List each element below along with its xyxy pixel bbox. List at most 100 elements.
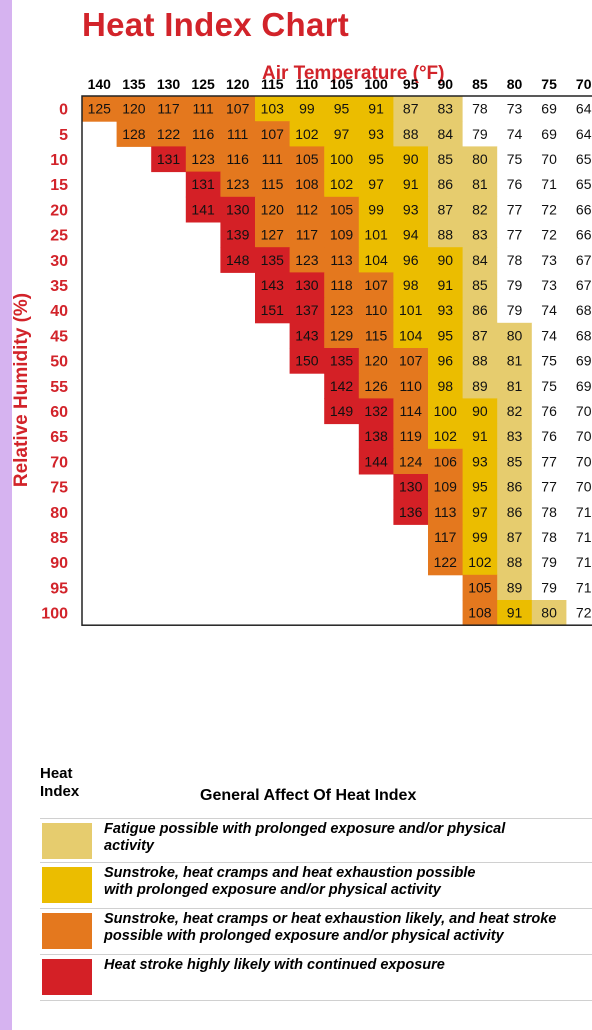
legend-text-line1: Sunstroke, heat cramps or heat exhaustio… xyxy=(104,911,557,927)
heat-cell xyxy=(393,373,429,399)
cell-value-label: 73 xyxy=(507,101,523,117)
heat-cell xyxy=(358,348,394,374)
heat-cell xyxy=(428,348,464,374)
cell-value-label: 87 xyxy=(507,529,523,545)
heat-cell xyxy=(393,348,429,374)
cell-value-label: 83 xyxy=(507,428,523,444)
heat-cell xyxy=(531,247,567,273)
heat-cell xyxy=(462,524,498,551)
legend-text: Sunstroke, heat cramps or heat exhaustio… xyxy=(104,911,592,945)
cell-value-label: 74 xyxy=(507,126,523,142)
heat-cell xyxy=(462,398,498,425)
heat-cell xyxy=(324,322,360,349)
heat-cell xyxy=(289,171,325,198)
x-tick-label: 70 xyxy=(576,76,592,92)
heat-cell xyxy=(462,348,498,374)
y-tick-label: 60 xyxy=(50,404,68,421)
cell-value-label: 90 xyxy=(403,151,419,167)
heat-cell xyxy=(289,146,325,173)
heat-cell xyxy=(393,222,429,248)
cell-value-label: 86 xyxy=(507,504,523,520)
cell-value-label: 130 xyxy=(226,201,250,217)
heat-cell xyxy=(393,146,429,173)
cell-value-label: 82 xyxy=(507,403,523,419)
cell-value-label: 67 xyxy=(576,277,592,293)
heat-cell xyxy=(220,121,256,147)
cell-value-label: 94 xyxy=(403,227,419,243)
cell-value-label: 70 xyxy=(576,453,592,469)
cell-value-label: 72 xyxy=(541,227,557,243)
x-tick-label: 75 xyxy=(541,76,557,92)
heat-cell xyxy=(531,96,567,122)
cell-value-label: 75 xyxy=(507,151,523,167)
x-tick-label: 85 xyxy=(472,76,488,92)
heat-cell xyxy=(358,247,394,273)
cell-value-label: 151 xyxy=(261,302,285,318)
heat-cell xyxy=(358,121,394,147)
heat-cell xyxy=(428,196,464,223)
cell-value-label: 79 xyxy=(541,579,557,595)
cell-value-label: 120 xyxy=(261,201,285,217)
cell-value-label: 91 xyxy=(507,605,523,621)
cell-value-label: 69 xyxy=(541,126,557,142)
cell-value-label: 64 xyxy=(576,101,592,117)
heat-cell xyxy=(462,96,498,122)
legend-heat-index-heading-text: Heat Index xyxy=(40,765,80,800)
cell-value-label: 142 xyxy=(330,378,354,394)
heat-cell xyxy=(566,121,592,147)
y-tick-label: 15 xyxy=(50,177,68,194)
legend-item: Heat stroke highly likely with continued… xyxy=(40,954,592,999)
heat-cell xyxy=(462,222,498,248)
heat-cell xyxy=(324,121,360,147)
cell-value-label: 87 xyxy=(438,201,454,217)
heat-cell xyxy=(497,146,533,173)
heat-cell xyxy=(185,171,221,198)
heat-cell xyxy=(531,222,567,248)
heat-cell xyxy=(428,448,464,475)
heat-cell xyxy=(324,272,360,299)
cell-value-label: 65 xyxy=(576,151,592,167)
cell-value-label: 86 xyxy=(507,479,523,495)
heat-cell xyxy=(428,474,464,500)
x-tick-label: 105 xyxy=(330,76,354,92)
heat-cell xyxy=(531,373,567,399)
heat-cell xyxy=(428,247,464,273)
cell-value-label: 66 xyxy=(576,201,592,217)
heat-cell xyxy=(358,448,394,475)
y-tick-label: 80 xyxy=(50,505,68,522)
heat-cell xyxy=(324,146,360,173)
heat-cell xyxy=(462,474,498,500)
cell-value-label: 73 xyxy=(541,252,557,268)
heat-cell xyxy=(497,574,533,601)
cell-value-label: 88 xyxy=(507,554,523,570)
heat-cell xyxy=(255,222,291,248)
cell-value-label: 68 xyxy=(576,327,592,343)
cell-value-label: 85 xyxy=(507,453,523,469)
heat-cell xyxy=(324,222,360,248)
cell-value-label: 100 xyxy=(330,151,354,167)
heat-cell xyxy=(289,272,325,299)
y-tick-label: 70 xyxy=(50,454,68,471)
cell-value-label: 66 xyxy=(576,227,592,243)
cell-value-label: 148 xyxy=(226,252,250,268)
cell-value-label: 69 xyxy=(576,353,592,369)
y-tick-label: 65 xyxy=(50,429,68,446)
heat-cell xyxy=(566,549,592,576)
heat-cell xyxy=(220,171,256,198)
cell-value-label: 76 xyxy=(541,403,557,419)
heat-cell xyxy=(531,398,567,425)
heat-cell xyxy=(428,297,464,324)
cell-value-label: 141 xyxy=(191,201,215,217)
heat-cell xyxy=(358,297,394,324)
cell-value-label: 111 xyxy=(227,126,248,142)
cell-value-label: 93 xyxy=(403,201,419,217)
cell-value-label: 111 xyxy=(262,151,283,167)
cell-value-label: 124 xyxy=(399,453,423,469)
cell-value-label: 108 xyxy=(468,605,492,621)
y-tick-label: 75 xyxy=(50,480,68,497)
cell-value-label: 76 xyxy=(541,428,557,444)
cell-value-label: 116 xyxy=(227,151,250,167)
cell-value-label: 107 xyxy=(261,126,285,142)
heat-cell xyxy=(358,373,394,399)
cell-value-label: 76 xyxy=(507,176,523,192)
